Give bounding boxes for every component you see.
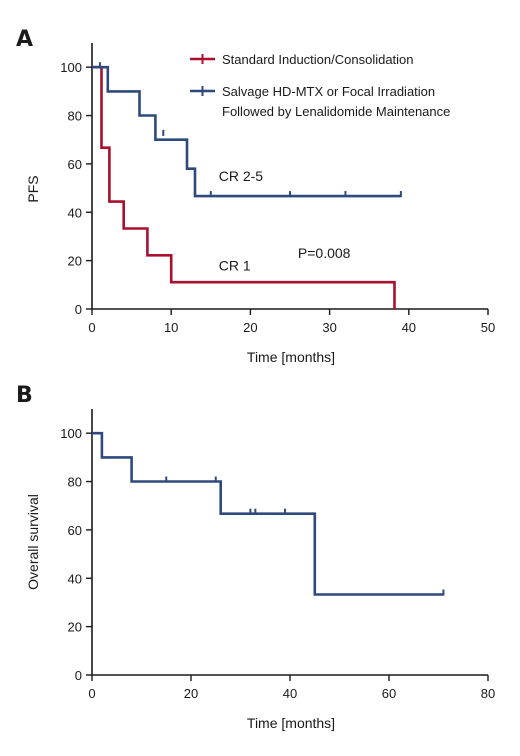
- panel-b: B 0 20 40 60 80 100 0 20 40 60 80 Time [months] Ov…: [16, 383, 495, 731]
- panel-a-y-tick-label: 0: [75, 302, 82, 317]
- panel-a-x-tick-label: 30: [322, 320, 336, 335]
- panel-a-y-tick-label: 80: [68, 109, 82, 124]
- panel-a-series-0-line: [92, 65, 396, 309]
- panel-b-y-tick-label: 100: [60, 426, 82, 441]
- panel-b-plot: 0 20 40 60 80 100 0 20 40 60 80: [60, 409, 495, 701]
- panel-b-y-tick-label: 80: [68, 475, 82, 490]
- panel-b-label: B: [16, 383, 33, 408]
- panel-b-x-tick-label: 40: [283, 686, 297, 701]
- panel-b-ylabel: Overall survival: [25, 494, 41, 590]
- panel-a-plot: 0 20 40 60 80 100 0 10 20 30 40 50 CR 2-5 CR 1 P=0.008: [60, 43, 495, 335]
- panel-a-label: A: [16, 27, 33, 52]
- panel-b-x-tick-label: 20: [184, 686, 198, 701]
- legend-salvage-label-line2: Followed by Lenalidomide Maintenance: [222, 104, 450, 119]
- panel-b-series-0-line: [92, 431, 444, 596]
- panel-b-x-tick-label: 0: [88, 686, 95, 701]
- panel-a-y-tick-label: 60: [68, 157, 82, 172]
- panel-b-y-tick-label: 60: [68, 523, 82, 538]
- panel-a-annotation: P=0.008: [298, 245, 351, 261]
- legend-standard-label: Standard Induction/Consolidation: [222, 52, 414, 67]
- panel-a-y-tick-label: 40: [68, 205, 82, 220]
- panel-a-x-tick-label: 40: [402, 320, 416, 335]
- panel-a-x-tick-label: 50: [481, 320, 495, 335]
- panel-b-x-tick-label: 80: [481, 686, 495, 701]
- panel-a-annotation: CR 1: [219, 257, 251, 273]
- panel-a-y-tick-label: 100: [60, 60, 82, 75]
- panel-a-legend: Standard Induction/Consolidation Salvage…: [190, 52, 450, 119]
- panel-a-x-tick-label: 20: [243, 320, 257, 335]
- legend-salvage-label-line1: Salvage HD-MTX or Focal Irradiation: [222, 84, 435, 99]
- panel-b-y-tick-label: 20: [68, 620, 82, 635]
- panel-a-xlabel: Time [months]: [247, 349, 335, 365]
- panel-a: A 0 20 40 60 80 100 0 10 20 30 40 50 CR 2-5 CR 1 P=0.0…: [16, 27, 495, 365]
- panel-a-series-1-line: [92, 65, 401, 198]
- panel-b-xlabel: Time [months]: [247, 715, 335, 731]
- panel-a-x-tick-label: 10: [164, 320, 178, 335]
- panel-b-y-tick-label: 0: [75, 668, 82, 683]
- panel-b-y-tick-label: 40: [68, 571, 82, 586]
- panel-a-x-tick-label: 0: [88, 320, 95, 335]
- panel-a-annotation: CR 2-5: [219, 168, 264, 184]
- panel-a-ylabel: PFS: [25, 175, 41, 202]
- panel-b-x-tick-label: 60: [382, 686, 396, 701]
- panel-a-y-tick-label: 20: [68, 254, 82, 269]
